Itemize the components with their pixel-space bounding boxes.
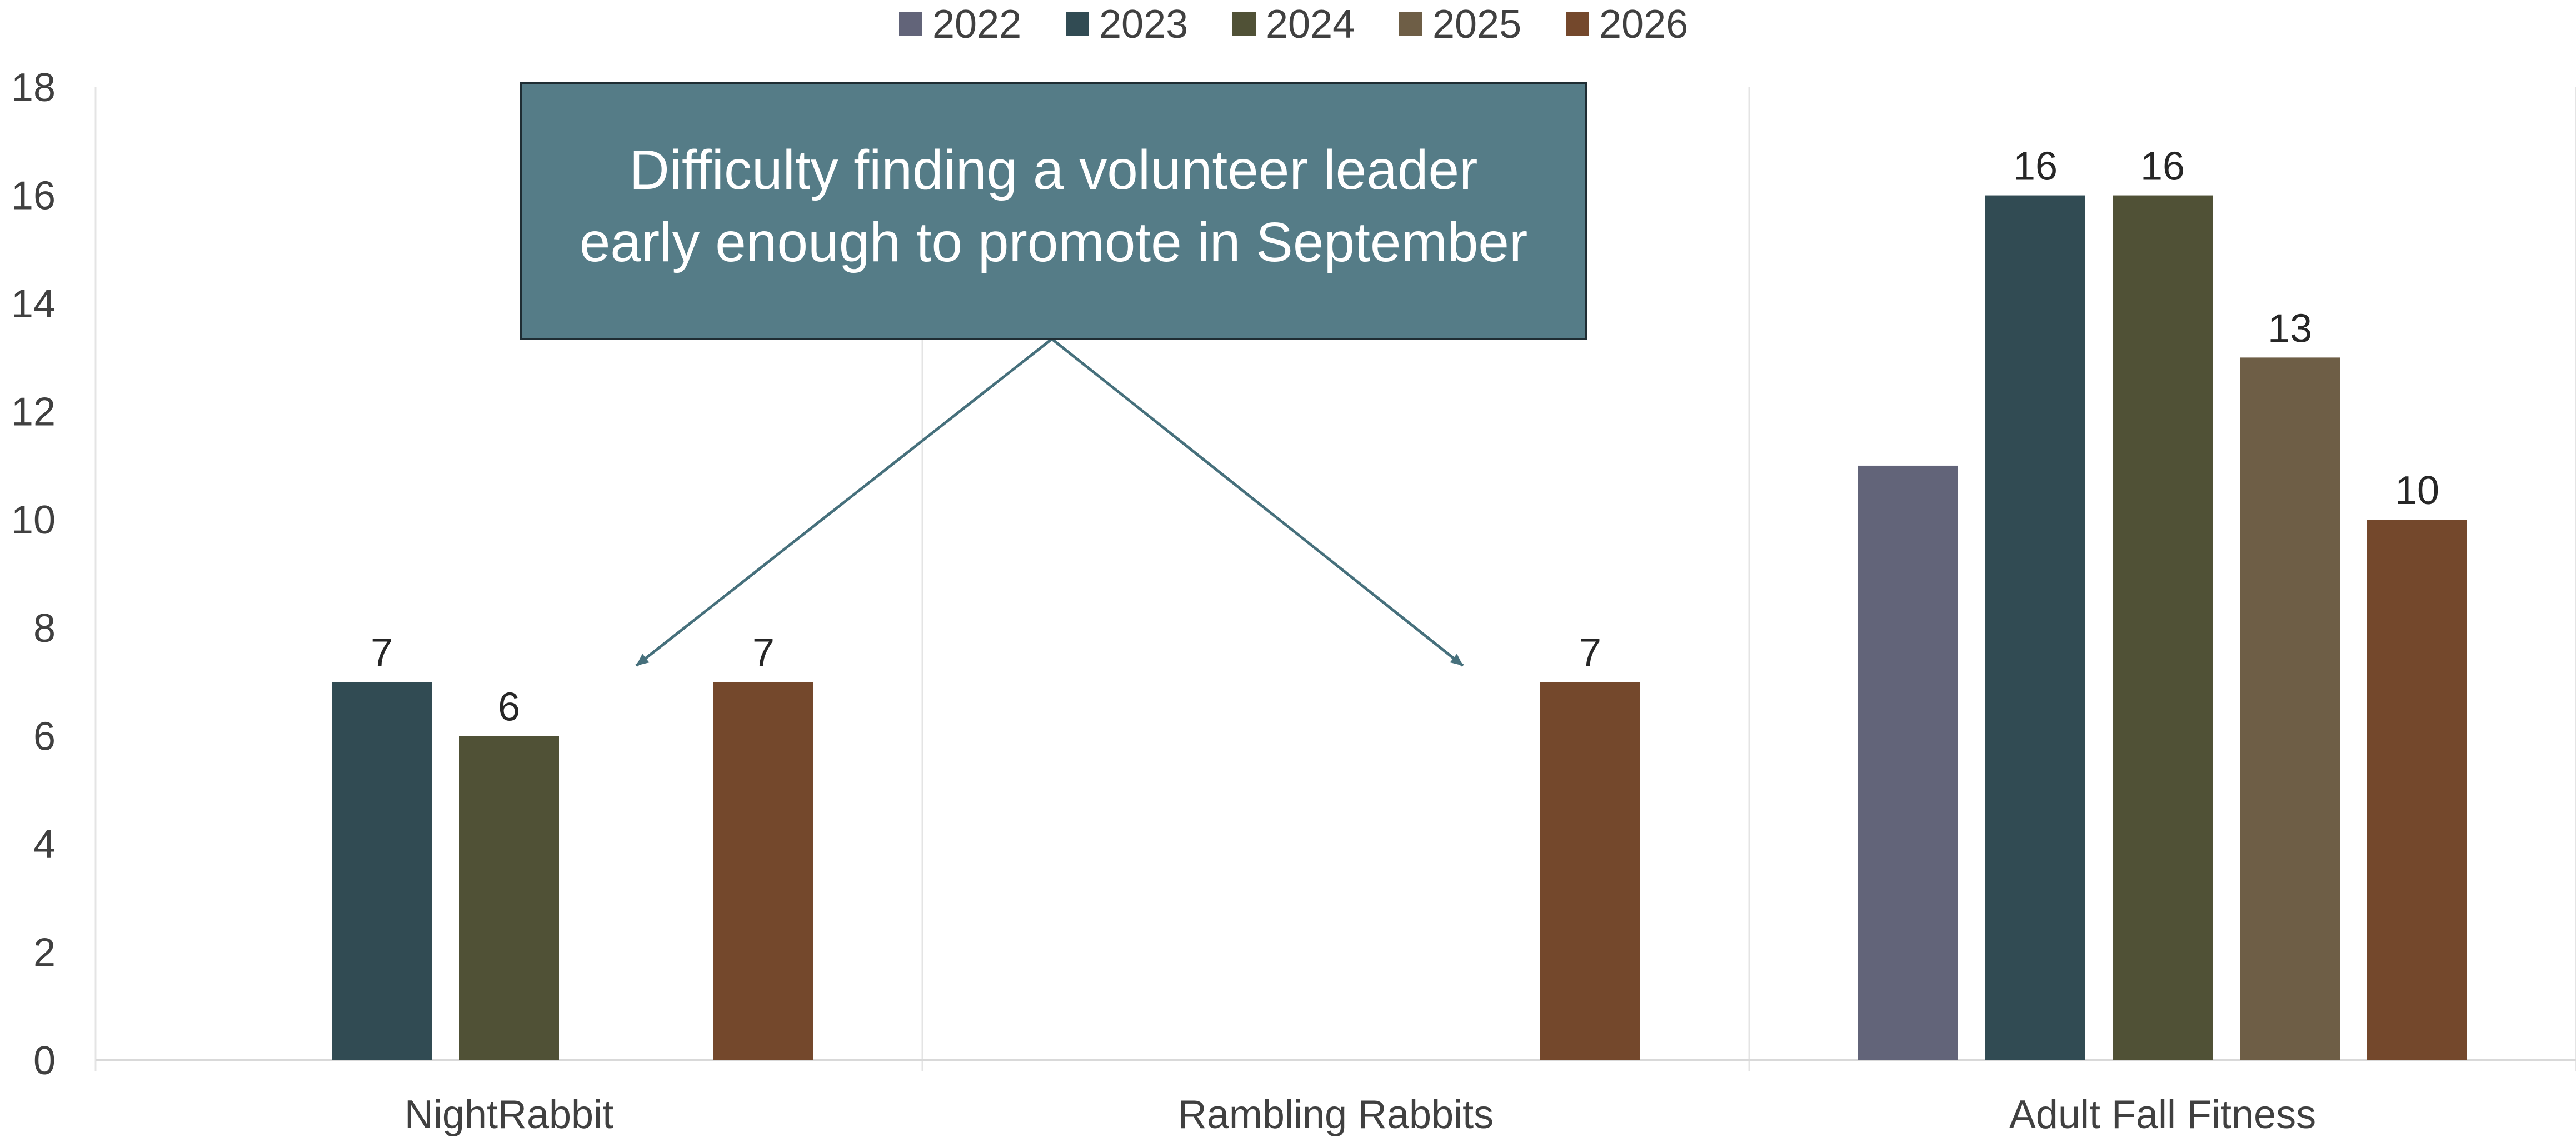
data-label: 7 [1579,631,1601,675]
data-label: 7 [371,631,393,675]
category-label: Rambling Rabbits [1178,1093,1494,1137]
y-tick-label: 8 [33,606,56,651]
y-tick-label: 0 [33,1039,56,1083]
callout-text-line: Difficulty finding a volunteer leader [630,139,1478,201]
y-tick-label: 12 [11,390,56,435]
bar [1540,682,1640,1060]
y-tick-label: 16 [11,174,56,218]
category-label: NightRabbit [405,1093,613,1137]
bar [713,682,813,1060]
callout-box [520,82,1587,340]
legend-swatch [1399,12,1422,36]
y-tick-label: 10 [11,498,56,542]
y-tick-label: 18 [11,66,56,110]
bar [1985,195,2085,1060]
bar [1858,465,1958,1060]
legend-swatch [899,12,922,36]
data-label: 10 [2395,468,2439,513]
legend-label: 2024 [1266,2,1355,47]
bar [2240,357,2340,1060]
bar [332,682,432,1060]
bar [459,736,559,1060]
y-tick-label: 4 [33,822,56,867]
callout-arrow-line [635,338,1053,667]
callout-text-line: early enough to promote in September [580,211,1528,273]
data-label: 6 [498,685,520,729]
y-tick-label: 2 [33,930,56,975]
data-label: 7 [752,631,775,675]
legend-label: 2026 [1599,2,1688,47]
callout-arrow-line [1051,338,1464,667]
data-label: 16 [2140,144,2185,189]
bar [2367,520,2467,1060]
bar [2113,195,2213,1060]
legend-swatch [1232,12,1256,36]
legend-swatch [1066,12,1089,36]
legend-label: 2022 [932,2,1021,47]
callout-arrowhead [1450,654,1463,666]
data-label: 13 [2268,306,2312,351]
legend-label: 2025 [1432,2,1521,47]
legend-label: 2023 [1099,2,1188,47]
data-label: 16 [2013,144,2058,189]
y-tick-label: 14 [11,282,56,326]
legend-swatch [1566,12,1589,36]
callout-arrowhead [636,654,650,666]
category-label: Adult Fall Fitness [2009,1093,2316,1137]
y-tick-label: 6 [33,714,56,759]
